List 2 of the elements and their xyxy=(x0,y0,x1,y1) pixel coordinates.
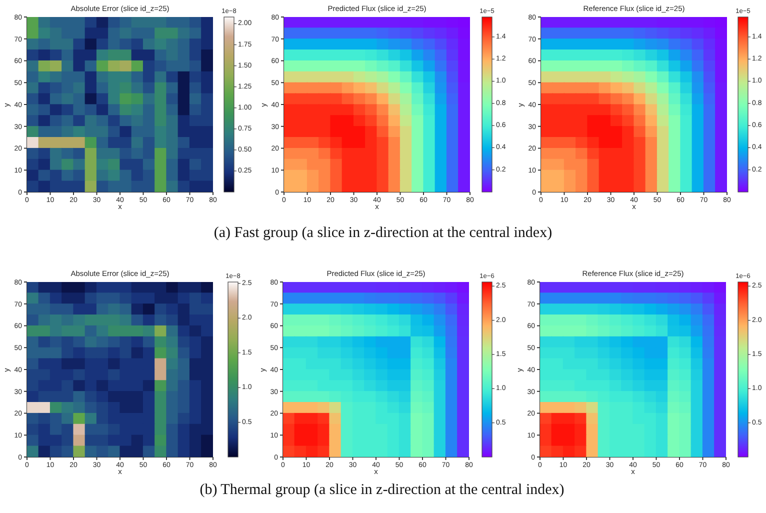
text: (a) Fast group (a slice in z-direction at the central index) xyxy=(212,225,554,242)
text: (b) Thermal group (a slice in z-direction at the central index) xyxy=(198,482,566,499)
